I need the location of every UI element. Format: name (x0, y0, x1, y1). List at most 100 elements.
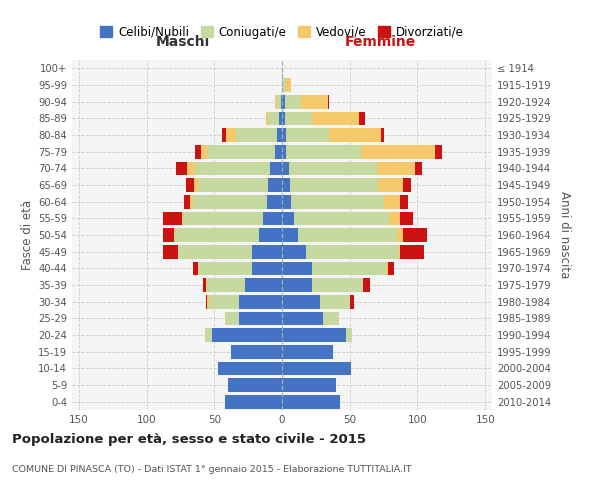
Bar (267, 195, 282, 208)
Bar (378, 178, 403, 192)
Bar (403, 228, 427, 242)
Bar (400, 245, 424, 258)
Bar (193, 195, 267, 208)
Bar (282, 378, 336, 392)
Bar (178, 245, 252, 258)
Bar (281, 95, 282, 108)
Bar (225, 312, 239, 325)
Bar (277, 95, 281, 108)
Bar (186, 178, 194, 192)
Bar (312, 112, 359, 125)
Bar (403, 178, 411, 192)
Bar (282, 212, 294, 225)
Bar (208, 145, 275, 158)
Bar (307, 245, 398, 258)
Bar (198, 178, 268, 192)
Bar (225, 395, 282, 408)
Bar (223, 128, 226, 142)
Text: Popolazione per età, sesso e stato civile - 2015: Popolazione per età, sesso e stato civil… (12, 432, 366, 446)
Bar (282, 162, 289, 175)
Bar (312, 262, 386, 275)
Bar (226, 128, 236, 142)
Bar (198, 262, 252, 275)
Bar (282, 278, 312, 292)
Y-axis label: Anni di nascita: Anni di nascita (558, 192, 571, 278)
Legend: Celibi/Nubili, Coniugati/e, Vedovi/e, Divorziati/e: Celibi/Nubili, Coniugati/e, Vedovi/e, Di… (100, 26, 464, 38)
Bar (282, 395, 340, 408)
Bar (252, 262, 282, 275)
Bar (282, 228, 298, 242)
Bar (206, 278, 208, 292)
Bar (194, 178, 198, 192)
Bar (205, 328, 212, 342)
Bar (282, 95, 285, 108)
Text: COMUNE DI PINASCA (TO) - Dati ISTAT 1° gennaio 2015 - Elaborazione TUTTITALIA.IT: COMUNE DI PINASCA (TO) - Dati ISTAT 1° g… (12, 466, 412, 474)
Bar (259, 228, 282, 242)
Bar (290, 178, 378, 192)
Bar (176, 162, 187, 175)
Bar (329, 128, 381, 142)
Bar (286, 128, 329, 142)
Bar (270, 162, 282, 175)
Bar (377, 162, 415, 175)
Bar (201, 145, 208, 158)
Bar (282, 312, 323, 325)
Bar (163, 245, 178, 258)
Bar (346, 328, 352, 342)
Bar (285, 95, 301, 108)
Bar (381, 128, 383, 142)
Bar (208, 295, 209, 308)
Y-axis label: Fasce di età: Fasce di età (21, 200, 34, 270)
Bar (282, 128, 286, 142)
Bar (252, 245, 282, 258)
Bar (282, 295, 320, 308)
Bar (182, 212, 183, 225)
Bar (386, 262, 388, 275)
Bar (275, 145, 282, 158)
Bar (400, 195, 408, 208)
Bar (184, 195, 190, 208)
Bar (286, 145, 361, 158)
Bar (328, 95, 329, 108)
Bar (268, 178, 282, 192)
Bar (282, 112, 285, 125)
Bar (228, 378, 282, 392)
Bar (190, 195, 193, 208)
Bar (266, 112, 268, 125)
Bar (282, 245, 307, 258)
Bar (312, 278, 363, 292)
Bar (206, 295, 208, 308)
Bar (294, 212, 389, 225)
Bar (361, 145, 435, 158)
Bar (195, 162, 270, 175)
Bar (163, 212, 182, 225)
Bar (435, 145, 442, 158)
Bar (282, 328, 346, 342)
Bar (239, 312, 282, 325)
Bar (282, 262, 312, 275)
Bar (183, 212, 263, 225)
Bar (193, 262, 198, 275)
Bar (163, 228, 173, 242)
Bar (400, 212, 413, 225)
Bar (268, 112, 279, 125)
Bar (363, 278, 370, 292)
Bar (218, 362, 282, 375)
Bar (230, 345, 282, 358)
Bar (209, 295, 239, 308)
Bar (282, 362, 351, 375)
Bar (236, 128, 277, 142)
Bar (298, 228, 397, 242)
Bar (212, 328, 282, 342)
Bar (239, 295, 282, 308)
Bar (323, 312, 339, 325)
Bar (282, 195, 292, 208)
Bar (245, 278, 282, 292)
Bar (285, 112, 312, 125)
Bar (289, 162, 377, 175)
Bar (398, 245, 400, 258)
Bar (320, 295, 350, 308)
Bar (388, 262, 394, 275)
Bar (301, 95, 328, 108)
Bar (292, 195, 383, 208)
